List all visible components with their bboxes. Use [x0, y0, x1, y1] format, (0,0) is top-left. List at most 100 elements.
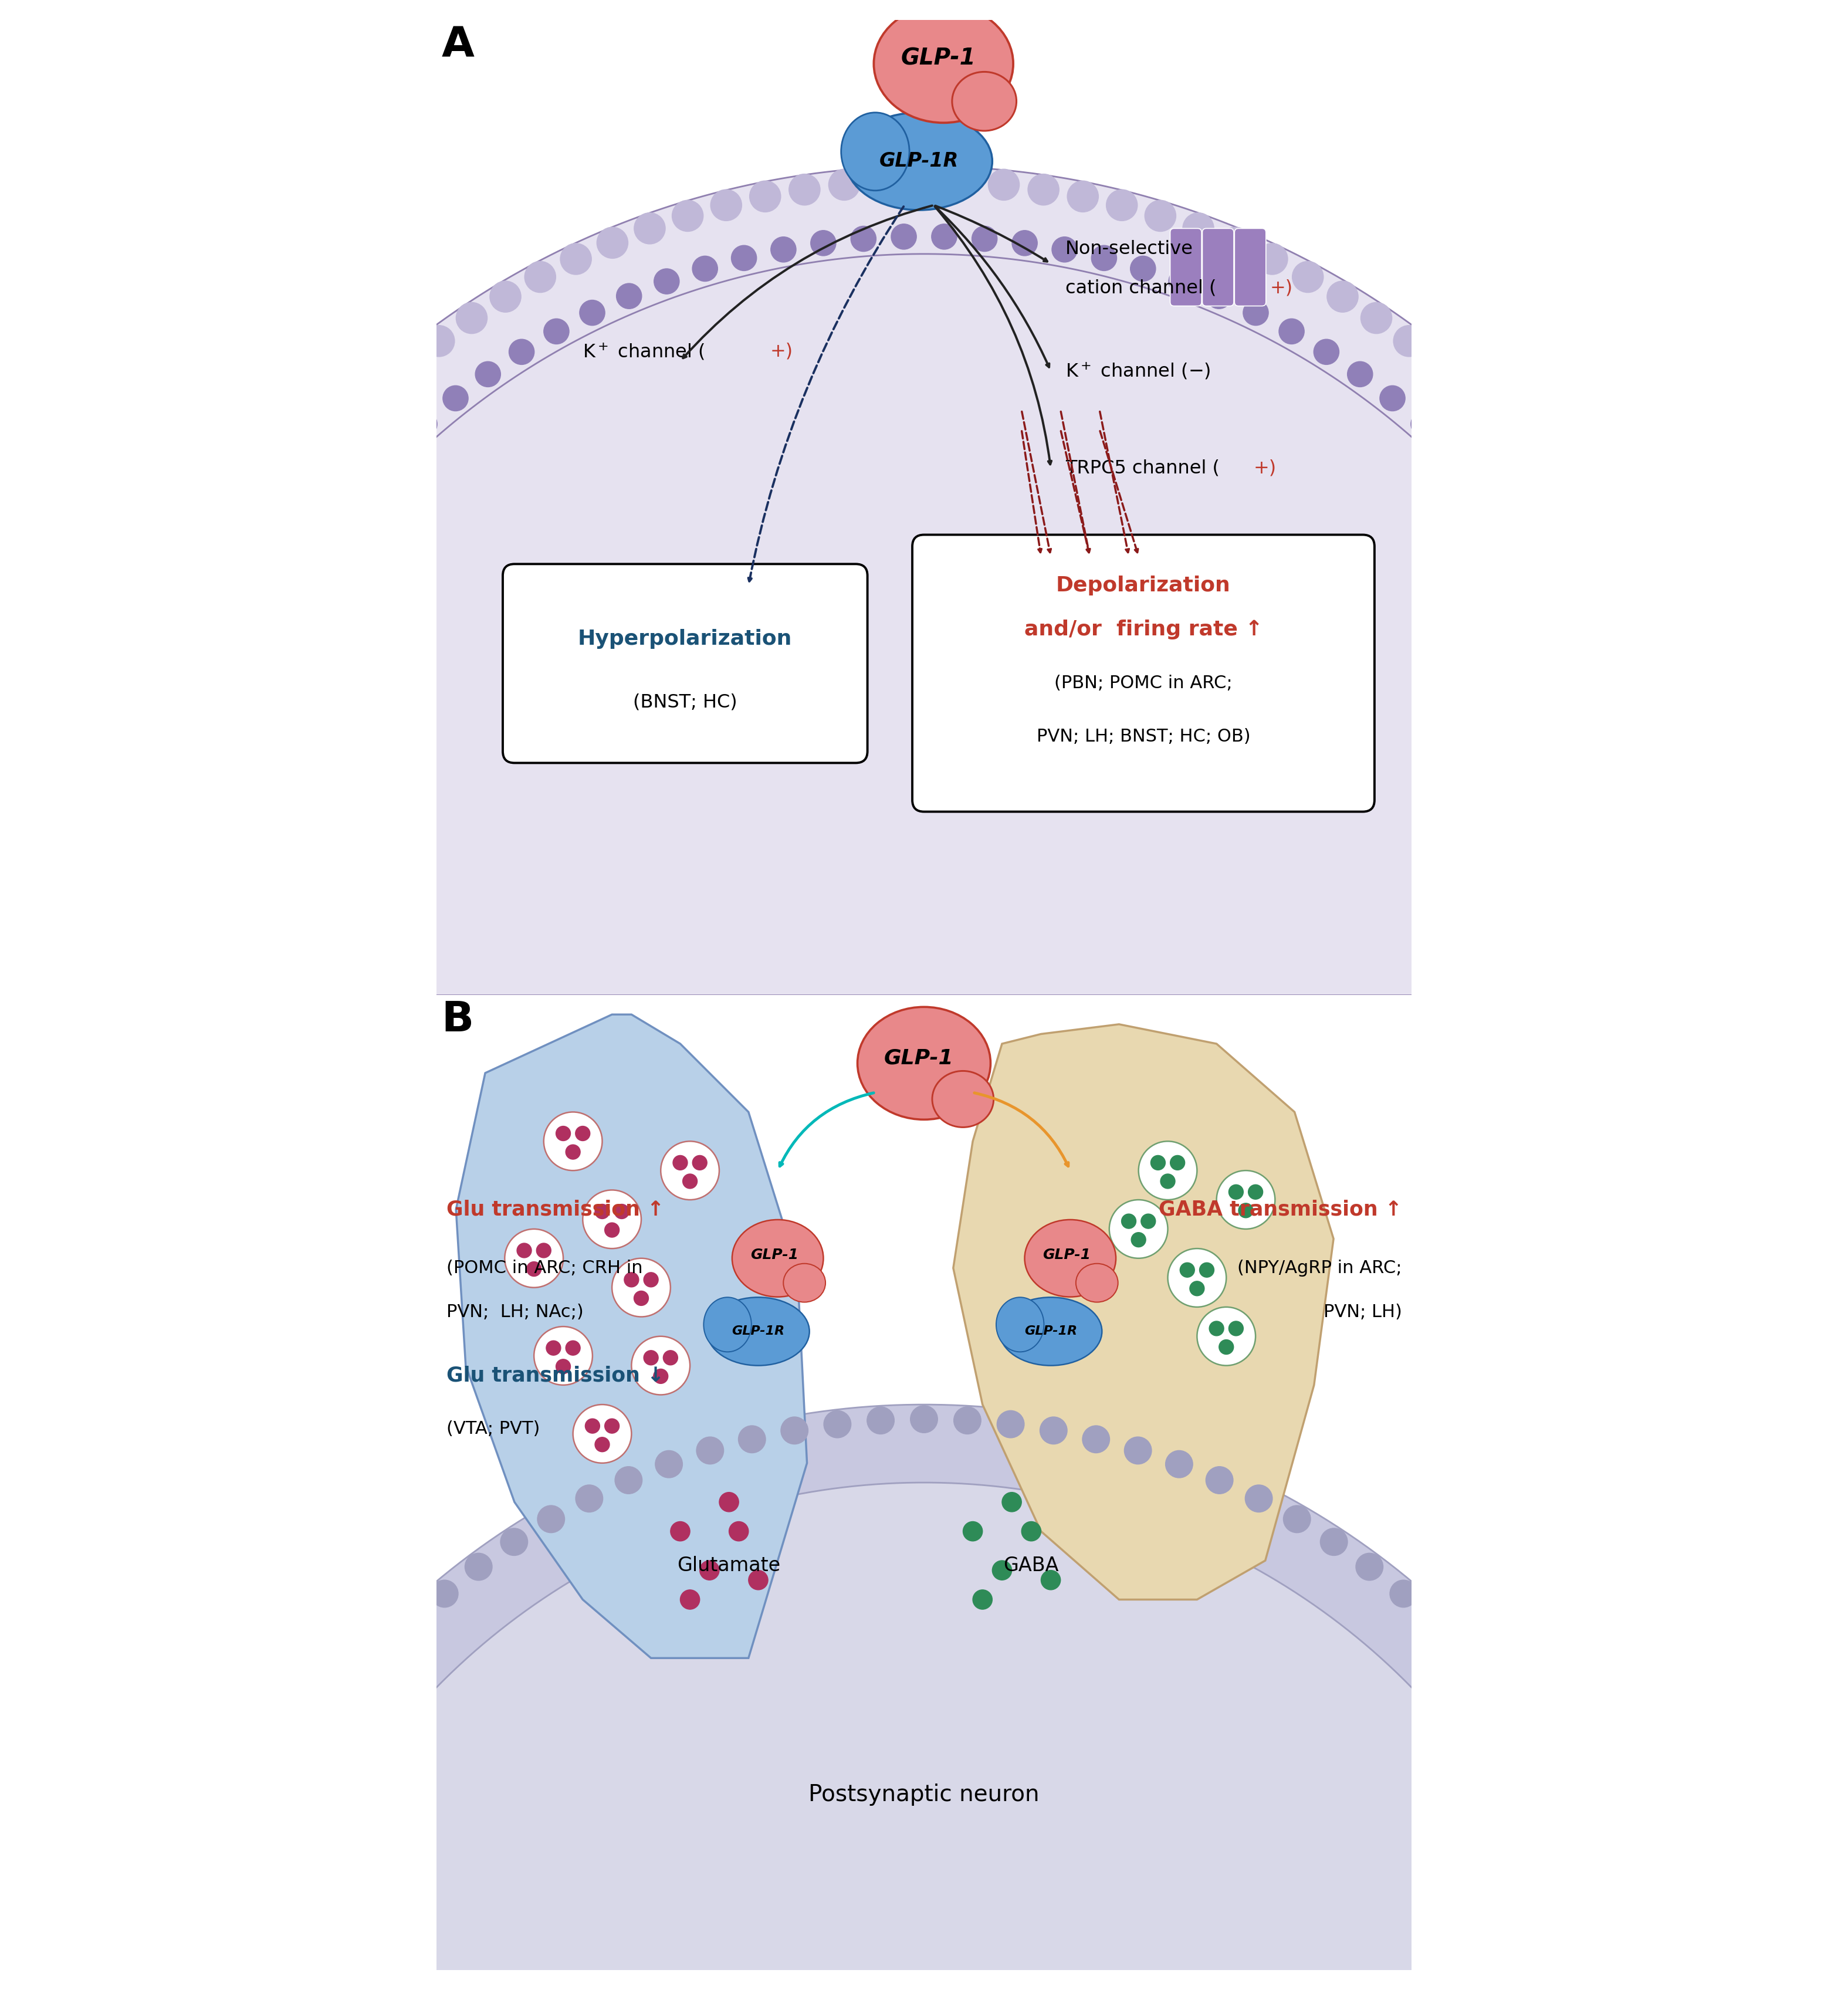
- Ellipse shape: [874, 4, 1013, 123]
- Circle shape: [1562, 494, 1593, 525]
- Circle shape: [279, 563, 305, 589]
- Circle shape: [867, 1407, 894, 1435]
- Circle shape: [1140, 1214, 1155, 1228]
- Circle shape: [972, 1590, 992, 1610]
- Circle shape: [1484, 404, 1515, 436]
- Ellipse shape: [996, 1297, 1044, 1351]
- Circle shape: [490, 281, 521, 312]
- Text: GLP-1: GLP-1: [750, 1248, 798, 1262]
- Circle shape: [333, 404, 364, 436]
- Circle shape: [1495, 498, 1521, 523]
- Ellipse shape: [732, 1220, 824, 1297]
- Circle shape: [1138, 1142, 1198, 1200]
- Circle shape: [157, 669, 187, 698]
- Circle shape: [305, 432, 336, 464]
- Circle shape: [1453, 1640, 1480, 1668]
- Circle shape: [286, 1741, 314, 1769]
- Circle shape: [172, 631, 203, 663]
- Circle shape: [1347, 362, 1373, 386]
- Circle shape: [338, 1672, 366, 1699]
- Circle shape: [1698, 782, 1730, 812]
- Circle shape: [1124, 1437, 1151, 1465]
- Circle shape: [196, 1938, 224, 1964]
- Ellipse shape: [708, 1297, 809, 1365]
- Circle shape: [1161, 1174, 1175, 1188]
- Circle shape: [244, 1817, 272, 1845]
- Circle shape: [869, 167, 900, 197]
- Circle shape: [118, 782, 150, 812]
- Text: (POMC in ARC; CRH in: (POMC in ARC; CRH in: [445, 1260, 643, 1276]
- Circle shape: [663, 1351, 678, 1365]
- Text: (VTA; PVT): (VTA; PVT): [445, 1421, 540, 1437]
- Ellipse shape: [1704, 738, 1752, 788]
- Circle shape: [617, 283, 641, 308]
- Circle shape: [604, 1222, 619, 1238]
- FancyBboxPatch shape: [196, 563, 227, 641]
- Circle shape: [1190, 1282, 1205, 1295]
- Text: cation channel (: cation channel (: [1066, 279, 1216, 297]
- Circle shape: [1482, 1672, 1510, 1699]
- FancyBboxPatch shape: [503, 563, 867, 762]
- Circle shape: [98, 899, 129, 931]
- Circle shape: [1107, 189, 1137, 221]
- Circle shape: [1246, 1485, 1273, 1512]
- Circle shape: [1207, 283, 1231, 308]
- Circle shape: [170, 822, 196, 848]
- Circle shape: [693, 1156, 708, 1170]
- Circle shape: [153, 941, 179, 967]
- Circle shape: [412, 412, 438, 436]
- Circle shape: [392, 350, 423, 382]
- Circle shape: [671, 1522, 689, 1540]
- Circle shape: [1327, 281, 1358, 312]
- Ellipse shape: [1639, 685, 1708, 744]
- Circle shape: [1556, 1779, 1584, 1805]
- Circle shape: [1257, 243, 1288, 275]
- Circle shape: [362, 376, 394, 408]
- Circle shape: [536, 1244, 551, 1258]
- Circle shape: [1199, 1264, 1214, 1278]
- Circle shape: [931, 225, 957, 249]
- Circle shape: [789, 173, 821, 205]
- Text: GABA transmission ↑: GABA transmission ↑: [1159, 1200, 1403, 1220]
- Circle shape: [238, 633, 264, 659]
- Circle shape: [431, 1580, 458, 1608]
- Text: A: A: [442, 24, 475, 66]
- Circle shape: [771, 237, 796, 263]
- Circle shape: [654, 269, 680, 295]
- Ellipse shape: [857, 1007, 991, 1120]
- Circle shape: [279, 464, 310, 494]
- Circle shape: [1013, 231, 1037, 257]
- Circle shape: [643, 1272, 658, 1288]
- Circle shape: [501, 1528, 529, 1556]
- Circle shape: [1719, 899, 1750, 931]
- Circle shape: [1602, 669, 1628, 695]
- Circle shape: [1722, 939, 1752, 971]
- Circle shape: [1543, 563, 1569, 589]
- Circle shape: [1170, 1156, 1185, 1170]
- Circle shape: [1626, 595, 1658, 627]
- Circle shape: [1643, 782, 1669, 808]
- Text: Depolarization: Depolarization: [1055, 575, 1231, 595]
- Circle shape: [1576, 1817, 1604, 1845]
- Circle shape: [179, 782, 205, 808]
- Circle shape: [643, 1351, 658, 1365]
- Circle shape: [697, 1437, 724, 1465]
- Circle shape: [673, 1156, 687, 1170]
- Ellipse shape: [1076, 1264, 1118, 1301]
- Circle shape: [1425, 350, 1456, 382]
- Circle shape: [1624, 1938, 1652, 1964]
- Circle shape: [595, 1437, 610, 1453]
- Circle shape: [1198, 1307, 1255, 1365]
- FancyBboxPatch shape: [261, 563, 292, 641]
- Circle shape: [94, 979, 126, 1011]
- Circle shape: [225, 1857, 253, 1883]
- Circle shape: [1713, 860, 1745, 892]
- Circle shape: [1595, 1857, 1623, 1883]
- Circle shape: [680, 1590, 700, 1610]
- Circle shape: [1671, 983, 1695, 1007]
- Circle shape: [1660, 862, 1685, 888]
- Circle shape: [1606, 561, 1637, 591]
- Text: PVN; LH; BNST; HC; OB): PVN; LH; BNST; HC; OB): [1037, 728, 1251, 744]
- Circle shape: [1674, 704, 1706, 736]
- Circle shape: [909, 165, 939, 197]
